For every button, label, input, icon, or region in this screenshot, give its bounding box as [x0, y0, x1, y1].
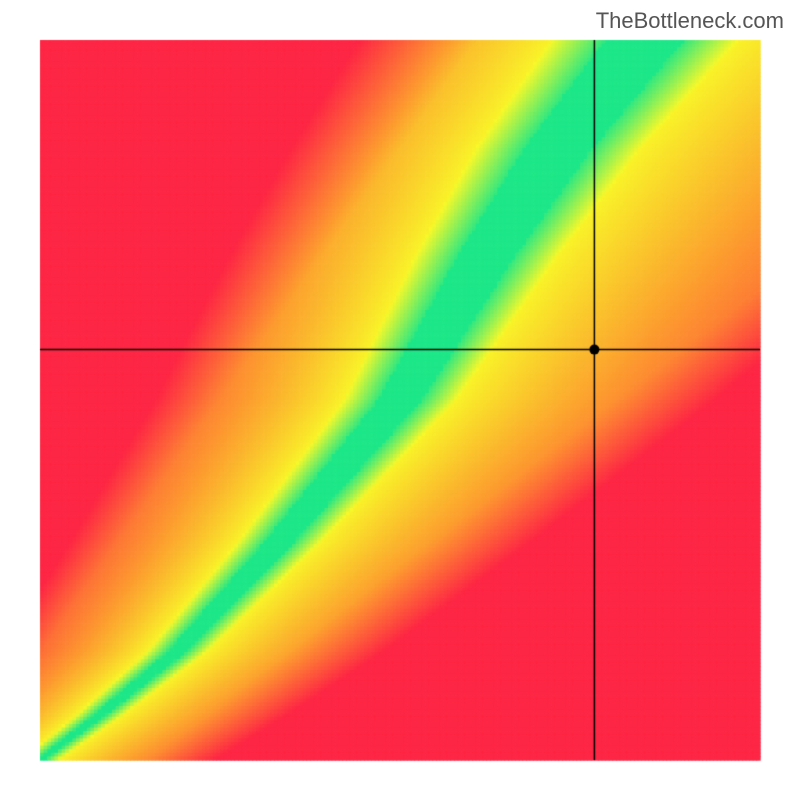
heatmap-canvas [0, 0, 800, 800]
attribution-text: TheBottleneck.com [596, 8, 784, 34]
chart-container: TheBottleneck.com [0, 0, 800, 800]
